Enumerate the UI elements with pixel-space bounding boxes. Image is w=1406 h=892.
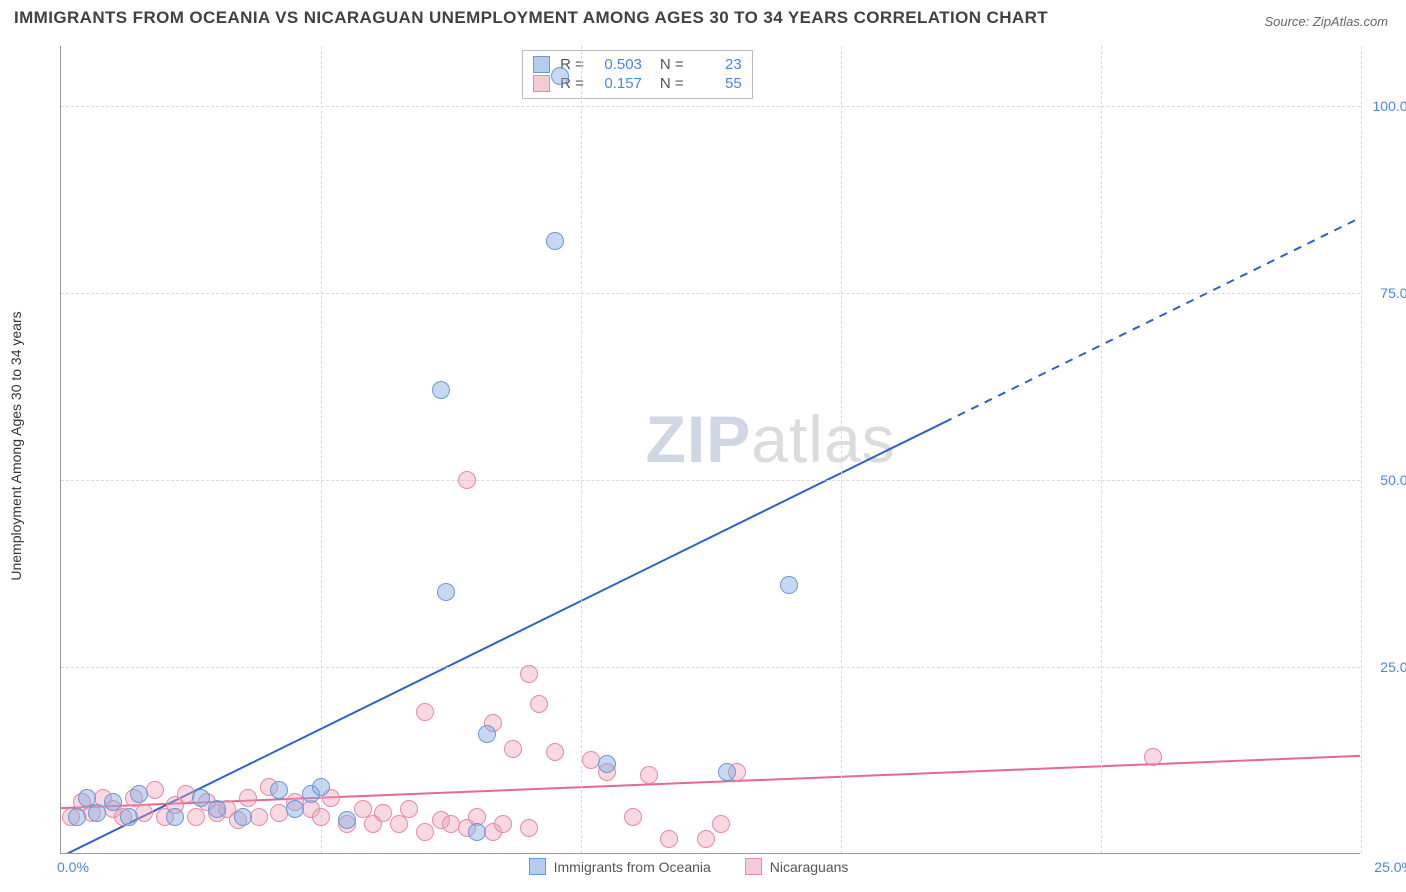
series-legend-item: Immigrants from Oceania [529,858,711,875]
gridline-v [841,46,842,853]
data-point-pink [660,830,678,848]
data-point-pink [712,815,730,833]
data-point-blue [270,781,288,799]
series-legend-item: Nicaraguans [745,858,849,875]
plot-area: ZIPatlas R =0.503N =23R =0.157N =55 Immi… [60,46,1360,854]
stat-r-value: 0.157 [594,75,642,92]
stat-n-value: 23 [694,56,742,73]
watermark: ZIPatlas [646,401,896,477]
gridline-h [61,667,1360,668]
legend-swatch-blue [533,56,550,73]
data-point-blue [718,763,736,781]
data-point-pink [504,740,522,758]
data-point-blue [338,811,356,829]
regression-line [61,422,944,853]
data-point-blue [546,232,564,250]
y-tick-label: 25.0% [1366,659,1406,675]
data-point-blue [468,823,486,841]
data-point-pink [187,808,205,826]
data-point-pink [494,815,512,833]
gridline-h [61,480,1360,481]
y-axis-label: Unemployment Among Ages 30 to 34 years [8,311,24,580]
data-point-pink [697,830,715,848]
stat-n-value: 55 [694,75,742,92]
data-point-blue [551,67,569,85]
data-point-pink [520,819,538,837]
data-point-blue [88,804,106,822]
series-legend-label: Immigrants from Oceania [554,859,711,875]
data-point-blue [234,808,252,826]
stat-n-label: N = [660,56,684,73]
legend-swatch-pink [745,858,762,875]
data-point-blue [598,755,616,773]
gridline-v [581,46,582,853]
data-point-pink [400,800,418,818]
data-point-pink [546,743,564,761]
data-point-blue [432,381,450,399]
data-point-pink [1144,748,1162,766]
data-point-pink [458,471,476,489]
data-point-blue [120,808,138,826]
x-tick-label: 25.0% [1364,859,1406,875]
series-legend: Immigrants from Oceania Nicaraguans [529,858,849,875]
data-point-pink [390,815,408,833]
data-point-blue [312,778,330,796]
data-point-blue [192,789,210,807]
y-tick-label: 50.0% [1366,472,1406,488]
legend-swatch-pink [533,75,550,92]
stat-r-value: 0.503 [594,56,642,73]
watermark-zip: ZIP [646,402,752,476]
data-point-pink [530,695,548,713]
data-point-pink [146,781,164,799]
data-point-pink [239,789,257,807]
data-point-blue [68,808,86,826]
y-tick-label: 75.0% [1366,285,1406,301]
data-point-pink [250,808,268,826]
gridline-h [61,293,1360,294]
data-point-blue [286,800,304,818]
y-tick-label: 100.0% [1366,98,1406,114]
legend-swatch-blue [529,858,546,875]
watermark-atlas: atlas [751,402,895,476]
regression-lines [61,46,1360,853]
data-point-blue [208,800,226,818]
data-point-blue [780,576,798,594]
data-point-pink [416,703,434,721]
data-point-pink [624,808,642,826]
data-point-blue [104,793,122,811]
data-point-pink [374,804,392,822]
gridline-v [1361,46,1362,853]
data-point-blue [437,583,455,601]
data-point-blue [478,725,496,743]
gridline-v [1101,46,1102,853]
data-point-pink [312,808,330,826]
data-point-pink [640,766,658,784]
chart-title: IMMIGRANTS FROM OCEANIA VS NICARAGUAN UN… [14,8,1048,28]
stat-n-label: N = [660,75,684,92]
data-point-blue [166,808,184,826]
data-point-pink [135,804,153,822]
source-label: Source: ZipAtlas.com [1264,14,1388,29]
x-tick-label: 0.0% [57,859,89,875]
data-point-pink [416,823,434,841]
series-legend-label: Nicaraguans [770,859,849,875]
data-point-blue [130,785,148,803]
gridline-h [61,106,1360,107]
data-point-pink [520,665,538,683]
gridline-v [321,46,322,853]
regression-line [944,218,1360,422]
